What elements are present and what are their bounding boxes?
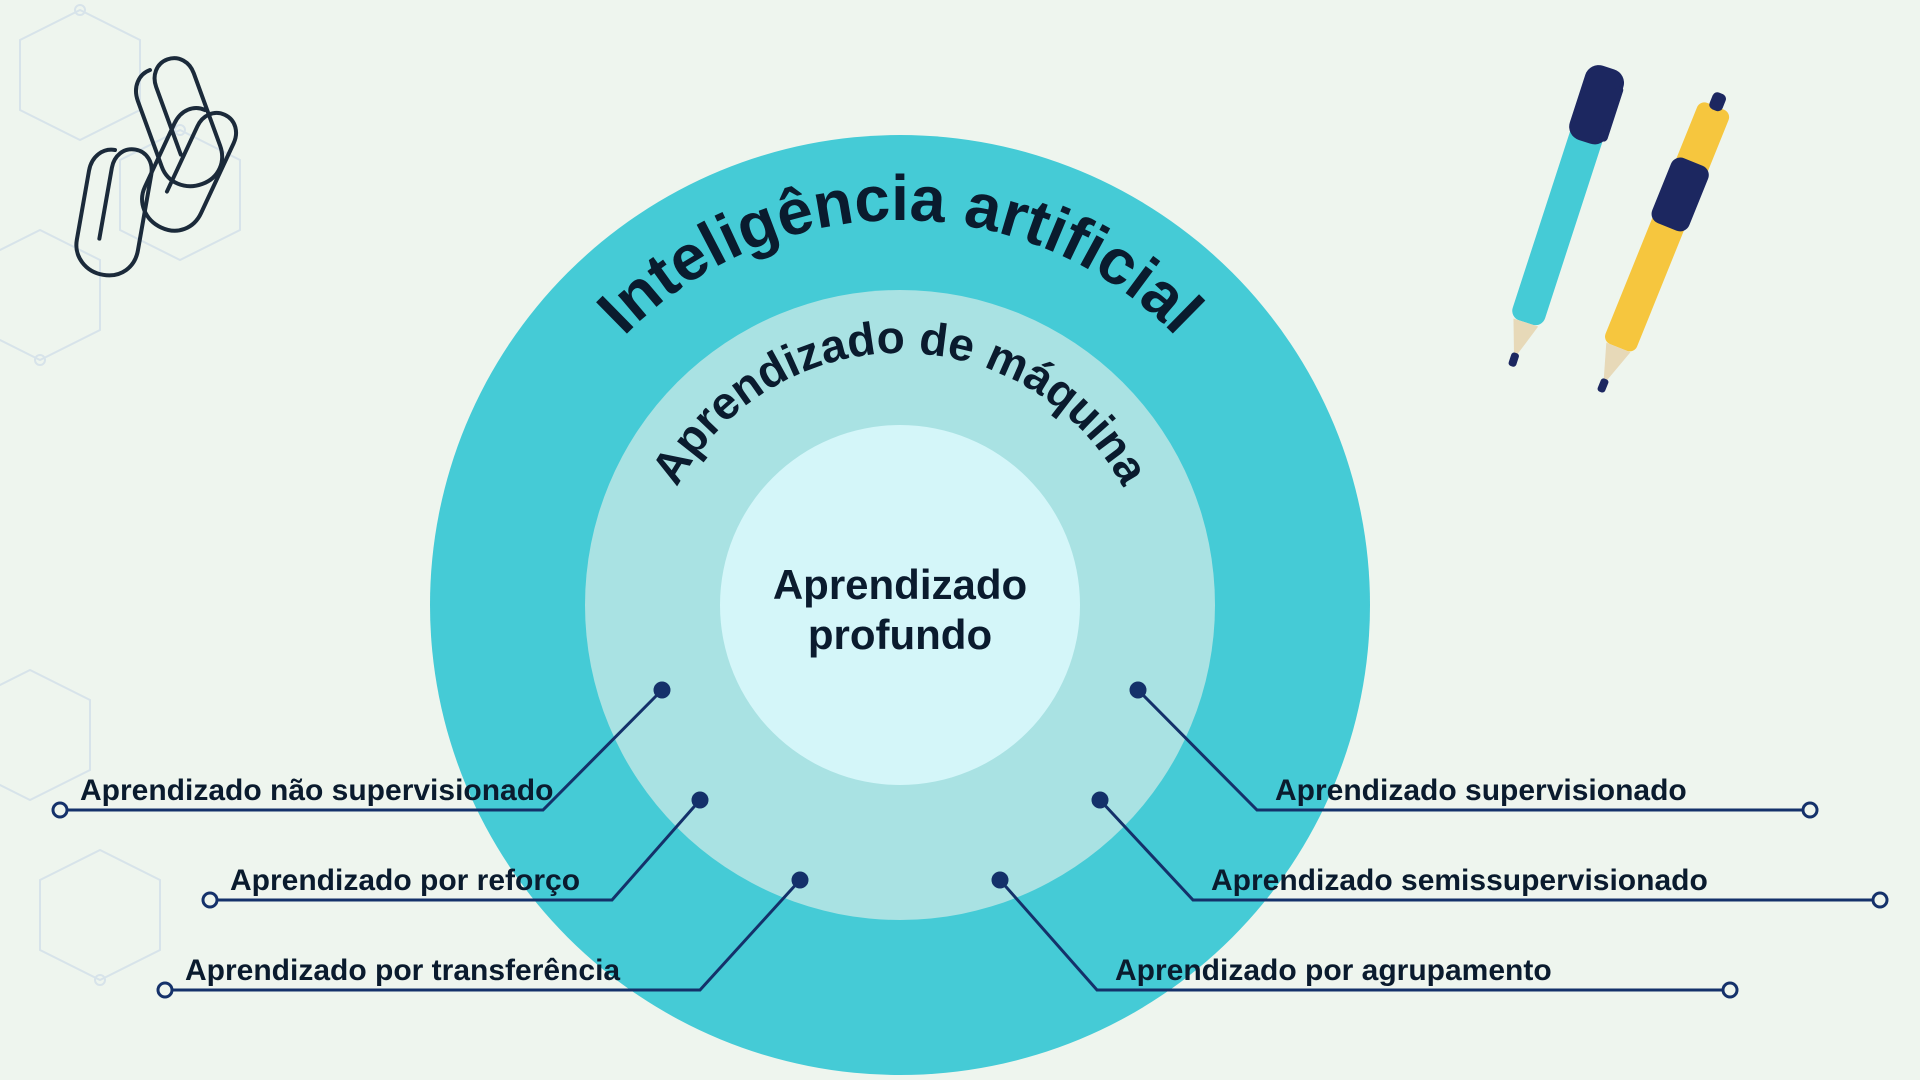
label-dl-line1: Aprendizado (773, 561, 1027, 608)
callout-label: Aprendizado por reforço (230, 864, 580, 897)
callout-label: Aprendizado supervisionado (1275, 774, 1687, 807)
callout-anchor-dot (1131, 683, 1145, 697)
callout-label: Aprendizado por agrupamento (1115, 954, 1552, 987)
label-dl-line2: profundo (808, 611, 992, 658)
callout-end-ring (1803, 803, 1817, 817)
callout-anchor-dot (693, 793, 707, 807)
callout-end-ring (53, 803, 67, 817)
callout-anchor-dot (1093, 793, 1107, 807)
diagram-svg: Inteligência artificial Aprendizado de m… (0, 0, 1920, 1080)
callout-anchor-dot (793, 873, 807, 887)
callout-end-ring (203, 893, 217, 907)
callout-end-ring (158, 983, 172, 997)
callout-label: Aprendizado por transferência (185, 954, 620, 987)
callout-end-ring (1723, 983, 1737, 997)
callout-label: Aprendizado semissupervisionado (1211, 864, 1708, 897)
callout-end-ring (1873, 893, 1887, 907)
callout-anchor-dot (993, 873, 1007, 887)
callout-anchor-dot (655, 683, 669, 697)
callout-label: Aprendizado não supervisionado (80, 774, 553, 807)
diagram-stage: Inteligência artificial Aprendizado de m… (0, 0, 1920, 1080)
